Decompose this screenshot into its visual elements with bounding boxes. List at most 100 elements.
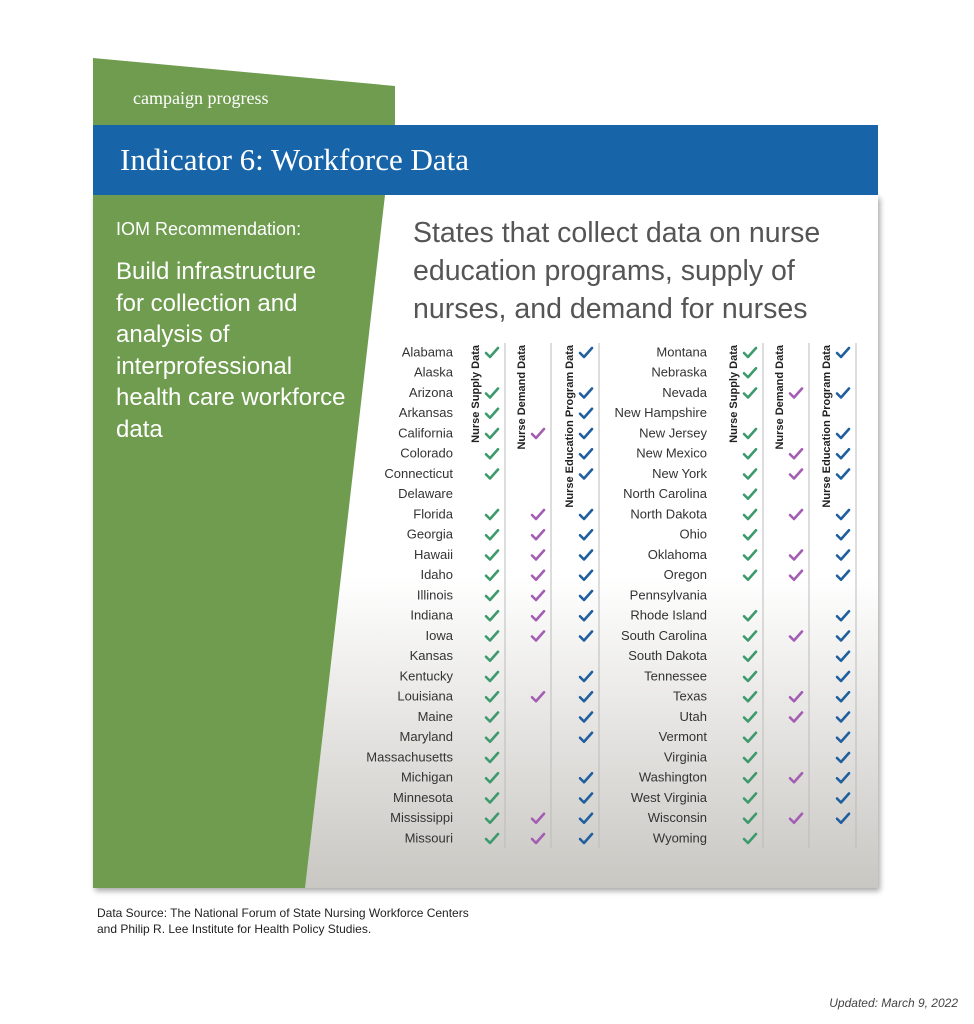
check-mark xyxy=(835,650,851,663)
state-name: Virginia xyxy=(664,749,708,764)
check-mark xyxy=(835,387,851,399)
check-mark xyxy=(788,690,804,703)
check-mark xyxy=(578,670,594,683)
check-mark xyxy=(835,508,851,521)
check-mark xyxy=(530,589,546,602)
check-mark xyxy=(484,751,500,764)
check-mark xyxy=(530,630,546,642)
column-header: Nurse Education Program Data xyxy=(564,344,576,507)
check-mark xyxy=(835,690,851,703)
state-name: Mississippi xyxy=(390,810,453,825)
state-name: Louisiana xyxy=(397,689,453,704)
check-mark xyxy=(835,528,851,541)
check-mark xyxy=(788,447,804,460)
check-mark xyxy=(484,731,500,744)
state-name: Washington xyxy=(639,770,707,785)
check-mark xyxy=(742,670,758,683)
check-mark xyxy=(578,792,594,804)
state-name: Florida xyxy=(413,506,454,521)
check-mark xyxy=(742,549,758,561)
state-name: Nebraska xyxy=(651,365,707,380)
state-name: Colorado xyxy=(400,446,453,461)
state-name: Texas xyxy=(673,689,707,704)
state-name: South Carolina xyxy=(621,628,708,643)
check-mark xyxy=(788,812,804,825)
column-header: Nurse Education Program Data xyxy=(821,344,833,507)
check-mark xyxy=(530,812,546,825)
check-mark xyxy=(788,508,804,521)
state-name: Maine xyxy=(418,709,453,724)
state-name: Michigan xyxy=(401,770,453,785)
check-mark xyxy=(578,589,594,602)
check-mark xyxy=(484,630,500,642)
check-mark xyxy=(835,751,851,764)
check-mark xyxy=(484,468,500,480)
check-mark xyxy=(484,528,500,541)
state-name: New Jersey xyxy=(639,425,707,440)
check-mark xyxy=(484,447,500,460)
check-mark xyxy=(742,528,758,541)
check-mark xyxy=(788,630,804,642)
state-name: Alabama xyxy=(402,344,454,359)
state-name: New Mexico xyxy=(636,446,707,461)
state-name: Idaho xyxy=(420,567,453,582)
check-mark xyxy=(742,366,758,379)
state-name: New York xyxy=(652,466,707,481)
check-mark xyxy=(578,569,594,582)
check-mark xyxy=(578,387,594,399)
check-mark xyxy=(484,812,500,825)
check-mark xyxy=(578,711,594,723)
check-mark xyxy=(835,447,851,460)
check-mark xyxy=(788,711,804,723)
check-mark xyxy=(484,711,500,723)
state-name: Maryland xyxy=(400,729,453,744)
check-mark xyxy=(578,346,594,359)
check-mark xyxy=(530,549,546,561)
check-mark xyxy=(742,609,758,622)
state-name: Pennsylvania xyxy=(630,587,708,602)
check-mark xyxy=(578,832,594,845)
state-name: California xyxy=(398,425,454,440)
check-mark xyxy=(742,508,758,521)
check-mark xyxy=(788,569,804,582)
check-mark xyxy=(578,609,594,622)
state-name: North Carolina xyxy=(623,486,708,501)
sidebar-label: IOM Recommendation: xyxy=(116,219,302,239)
state-name: Wisconsin xyxy=(648,810,707,825)
check-mark xyxy=(530,508,546,521)
check-mark xyxy=(578,447,594,460)
state-name: Missouri xyxy=(405,830,454,845)
check-mark xyxy=(578,731,594,744)
check-mark xyxy=(530,569,546,582)
check-mark xyxy=(788,549,804,561)
state-name: North Dakota xyxy=(630,506,707,521)
updated: Updated: March 9, 2022 xyxy=(829,996,958,1010)
check-mark xyxy=(835,711,851,723)
check-mark xyxy=(484,771,500,784)
state-name: Rhode Island xyxy=(630,608,707,623)
check-mark xyxy=(742,792,758,804)
check-mark xyxy=(484,387,500,399)
check-mark xyxy=(578,468,594,480)
check-mark xyxy=(835,549,851,561)
check-mark xyxy=(484,609,500,622)
check-mark xyxy=(530,427,546,440)
state-name: New Hampshire xyxy=(615,405,707,420)
source: Data Source: The National Forum of State… xyxy=(97,905,469,937)
check-mark xyxy=(742,447,758,460)
check-mark xyxy=(835,609,851,622)
check-mark xyxy=(578,528,594,541)
check-mark xyxy=(484,650,500,663)
check-mark xyxy=(835,812,851,825)
title-bar xyxy=(93,125,878,195)
state-name: Arizona xyxy=(409,385,454,400)
check-mark xyxy=(835,346,851,359)
sidebar-panel xyxy=(93,195,385,888)
check-mark xyxy=(484,346,500,359)
check-mark xyxy=(484,549,500,561)
state-name: South Dakota xyxy=(628,648,708,663)
check-mark xyxy=(742,650,758,663)
check-mark xyxy=(742,711,758,723)
state-name: Oklahoma xyxy=(648,547,708,562)
